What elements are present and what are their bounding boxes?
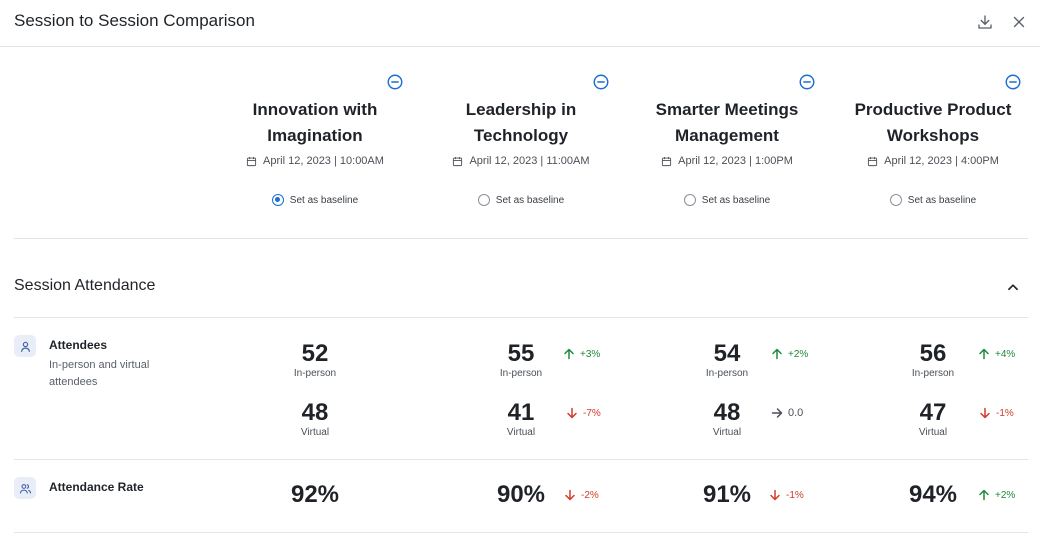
- session-title: Leadership in Technology: [465, 100, 577, 145]
- divider: [14, 238, 1028, 239]
- change-indicator: -1%: [979, 407, 1014, 419]
- radio-button[interactable]: [889, 194, 902, 206]
- change-indicator: -2%: [564, 489, 599, 501]
- remove-session-icon[interactable]: [386, 73, 404, 91]
- change-indicator: -7%: [566, 407, 601, 419]
- virtual-value: 48 Virtual: [712, 399, 742, 438]
- session-date: April 12, 2023 | 10:00AM: [212, 155, 418, 167]
- arrow-up-icon: [772, 348, 782, 360]
- divider: [14, 459, 1028, 460]
- change-indicator: 0.0: [771, 407, 803, 419]
- attendance-rate-value: 94%: [908, 481, 958, 508]
- change-indicator: +4%: [978, 348, 1015, 360]
- baseline-label: Set as baseline: [495, 194, 565, 206]
- users-icon: [19, 483, 31, 493]
- download-icon: [978, 15, 992, 29]
- in-person-value: 56 In-person: [911, 340, 955, 379]
- download-button[interactable]: [975, 12, 995, 32]
- close-icon: [1013, 16, 1025, 28]
- modal-title: Session to Session Comparison: [14, 11, 255, 30]
- set-baseline-radio[interactable]: Set as baseline: [830, 194, 1036, 206]
- remove-session-icon[interactable]: [798, 73, 816, 91]
- metric-label: Attendees: [49, 338, 108, 352]
- radio-button[interactable]: [477, 194, 490, 206]
- session-title: Innovation with Imagination: [252, 100, 378, 145]
- change-indicator: +2%: [771, 348, 808, 360]
- metric-label: Attendance Rate: [49, 480, 144, 494]
- radio-button[interactable]: [271, 194, 284, 206]
- divider: [14, 532, 1028, 533]
- in-person-value: 55 In-person: [499, 340, 543, 379]
- baseline-label: Set as baseline: [289, 194, 359, 206]
- calendar-icon: [868, 156, 878, 166]
- set-baseline-radio[interactable]: Set as baseline: [624, 194, 830, 206]
- arrow-down-icon: [567, 407, 577, 419]
- attendance-rate-value: 92%: [290, 481, 340, 508]
- arrow-right-icon: [771, 408, 783, 418]
- remove-session-icon[interactable]: [592, 73, 610, 91]
- virtual-value: 47 Virtual: [918, 399, 948, 438]
- change-indicator: +3%: [563, 348, 600, 360]
- in-person-value: 54 In-person: [705, 340, 749, 379]
- change-indicator: -1%: [769, 489, 804, 501]
- attendance-rate-value: 91%: [702, 481, 752, 508]
- section-title: Session Attendance: [14, 277, 156, 294]
- remove-session-icon[interactable]: [1004, 73, 1022, 91]
- attendance-rate-value: 90%: [496, 481, 546, 508]
- session-title: Smarter Meetings Management: [655, 100, 799, 145]
- arrow-up-icon: [979, 489, 989, 501]
- modal-header: Session to Session Comparison: [0, 0, 1040, 47]
- session-date: April 12, 2023 | 1:00PM: [624, 155, 830, 167]
- calendar-icon: [453, 156, 463, 166]
- baseline-label: Set as baseline: [907, 194, 977, 206]
- in-person-value: 52 In-person: [293, 340, 337, 379]
- session-date: April 12, 2023 | 4:00PM: [830, 155, 1036, 167]
- session-date: April 12, 2023 | 11:00AM: [418, 155, 624, 167]
- arrow-down-icon: [565, 489, 575, 501]
- virtual-value: 41 Virtual: [506, 399, 536, 438]
- arrow-up-icon: [979, 348, 989, 360]
- close-button[interactable]: [1009, 12, 1029, 32]
- calendar-icon: [246, 156, 257, 166]
- arrow-up-icon: [564, 348, 574, 360]
- calendar-icon: [662, 156, 672, 166]
- chevron-up-icon[interactable]: [1004, 278, 1022, 296]
- divider: [14, 317, 1028, 318]
- metric-description: In-person and virtual attendees: [49, 359, 150, 388]
- set-baseline-radio[interactable]: Set as baseline: [212, 194, 418, 206]
- user-icon: [20, 341, 30, 352]
- metric-icon-box: [14, 477, 36, 499]
- arrow-down-icon: [770, 489, 780, 501]
- set-baseline-radio[interactable]: Set as baseline: [418, 194, 624, 206]
- baseline-label: Set as baseline: [701, 194, 771, 206]
- change-indicator: +2%: [978, 489, 1015, 501]
- virtual-value: 48 Virtual: [300, 399, 330, 438]
- arrow-down-icon: [980, 407, 990, 419]
- metric-icon-box: [14, 335, 36, 357]
- session-title: Productive Product Workshops: [854, 100, 1012, 145]
- radio-button[interactable]: [683, 194, 696, 206]
